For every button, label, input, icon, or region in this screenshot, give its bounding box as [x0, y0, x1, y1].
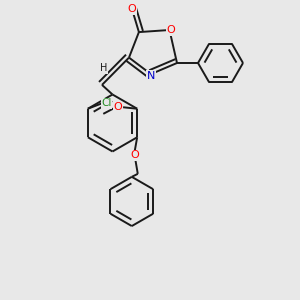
Text: H: H [100, 63, 107, 73]
Text: O: O [167, 25, 176, 35]
Text: O: O [128, 4, 136, 14]
Text: N: N [147, 70, 155, 81]
Text: Cl: Cl [101, 98, 112, 108]
Text: O: O [130, 150, 139, 160]
Text: O: O [113, 102, 122, 112]
